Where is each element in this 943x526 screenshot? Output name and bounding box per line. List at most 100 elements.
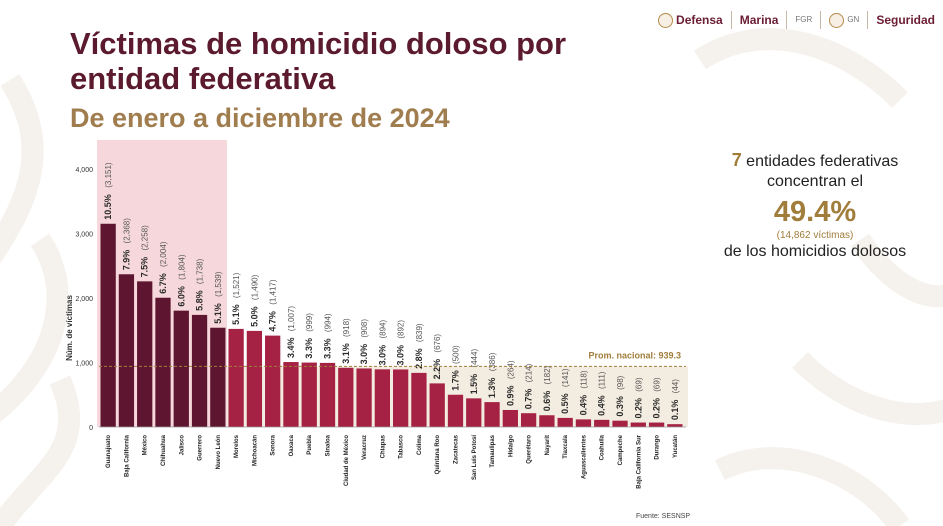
bar-value-label: (1,417) <box>269 279 278 305</box>
bar <box>210 327 226 427</box>
category-label: Chiapas <box>380 434 386 458</box>
bar-value-label: (214) <box>525 363 534 382</box>
category-label: Veracruz <box>362 435 368 460</box>
bar-percent-label: 2.8% <box>414 348 424 369</box>
bar <box>191 314 208 427</box>
bar-percent-label: 0.6% <box>542 391 552 412</box>
bar <box>265 335 281 427</box>
logo-gn-label: GN <box>847 15 860 24</box>
logo-divider <box>730 11 732 29</box>
category-label: Colima <box>417 434 423 455</box>
bar-percent-label: 7.9% <box>121 250 131 271</box>
bar <box>648 422 665 427</box>
bar-value-label: (500) <box>451 345 460 364</box>
category-label: Tabasco <box>399 435 405 459</box>
bar-value-label: (69) <box>634 377 643 392</box>
summary-count: 7 <box>731 150 742 170</box>
category-label: Hidalgo <box>508 435 514 457</box>
page-subtitle: De enero a diciembre de 2024 <box>70 103 450 133</box>
category-label: Sinaloa <box>326 434 332 456</box>
bar-percent-label: 5.8% <box>195 290 205 311</box>
bar-value-label: (141) <box>561 368 570 387</box>
bar <box>447 394 464 427</box>
bar <box>283 362 299 427</box>
bar-percent-label: 7.5% <box>140 257 150 278</box>
bar <box>411 372 427 427</box>
bar-value-label: (69) <box>653 377 662 392</box>
bar-value-label: (118) <box>579 370 588 388</box>
y-tick-label: 0 <box>89 425 93 432</box>
summary-text-2: concentran el <box>766 173 864 190</box>
bar <box>520 413 537 427</box>
category-label: San Luis Potosí <box>472 435 478 480</box>
category-label: Guerrero <box>198 435 204 461</box>
logo-gn: GN <box>829 12 860 28</box>
category-label: Yucatán <box>673 435 679 458</box>
category-label: Jalisco <box>179 435 185 456</box>
bar-percent-label: 0.3% <box>615 396 625 417</box>
bar-percent-label: 0.5% <box>560 393 570 414</box>
bar <box>484 402 500 427</box>
logo-divider <box>867 11 869 29</box>
bar-value-label: (918) <box>342 318 351 337</box>
bar-value-label: (908) <box>360 319 369 338</box>
defensa-emblem-icon <box>658 12 674 28</box>
bar <box>557 417 573 427</box>
summary-callout: 7 entidades federativas concentran el 49… <box>700 150 930 262</box>
page-title: Víctimas de homicidio doloso por entidad… <box>70 26 567 96</box>
bar-percent-label: 0.9% <box>505 385 515 406</box>
bar-percent-label: 4.7% <box>268 311 278 332</box>
bar-value-label: (1,007) <box>287 306 296 332</box>
bar-value-label: (2,368) <box>122 218 131 244</box>
bar <box>118 274 135 427</box>
category-label: Guanajuato <box>106 435 112 468</box>
source-note: Fuente: SESNSP <box>636 513 691 520</box>
summary-victims: (14,862 víctimas) <box>776 230 854 241</box>
bar <box>667 424 683 427</box>
bar <box>594 419 610 427</box>
summary-text-3: de los homicidios dolosos <box>723 243 907 260</box>
bar-percent-label: 0.1% <box>670 400 680 421</box>
bar-value-label: (676) <box>433 334 442 353</box>
bar-value-label: (839) <box>415 323 424 342</box>
bar-value-label: (3,151) <box>104 162 113 188</box>
summary-text-1: entidades federativas <box>746 153 899 170</box>
bar <box>155 297 171 427</box>
bar-value-label: (2,004) <box>159 241 168 267</box>
category-label: Zacatecas <box>453 434 459 464</box>
bar-value-label: (264) <box>506 360 515 379</box>
bar-value-label: (111) <box>598 371 607 389</box>
logo-divider <box>820 11 822 29</box>
category-label: Oaxaca <box>289 434 295 456</box>
bar-value-label: (444) <box>470 349 479 368</box>
y-tick-label: 3,000 <box>75 232 93 239</box>
logo-marina: Marina <box>740 14 779 26</box>
bar-percent-label: 6.0% <box>176 286 186 307</box>
bar-value-label: (1,804) <box>177 254 186 280</box>
category-label: Baja California <box>124 434 130 477</box>
bar <box>374 369 390 427</box>
category-label: Morelos <box>234 434 240 458</box>
bar-value-label: (1,521) <box>232 272 241 298</box>
bar-value-label: (386) <box>488 352 497 371</box>
logo-seguridad-label: Seguridad <box>876 13 935 27</box>
bar <box>630 422 646 427</box>
bar-percent-label: 3.3% <box>304 338 314 359</box>
bar <box>173 310 189 427</box>
bar-percent-label: 3.0% <box>377 345 387 366</box>
bar <box>393 369 409 427</box>
bar-value-label: (994) <box>324 313 333 332</box>
bar <box>429 383 445 427</box>
category-label: México <box>143 435 149 456</box>
y-axis-label: Núm. de víctimas <box>65 295 74 361</box>
bar-percent-label: 3.0% <box>396 345 406 366</box>
category-label: Quintana Roo <box>435 435 441 475</box>
bar <box>338 367 354 427</box>
bar-percent-label: 3.1% <box>341 343 351 364</box>
category-label: Coahuila <box>600 434 606 460</box>
bar-value-label: (44) <box>671 379 680 394</box>
bar <box>137 281 153 427</box>
bar-percent-label: 10.5% <box>103 194 113 220</box>
bar-percent-label: 0.2% <box>652 398 662 419</box>
